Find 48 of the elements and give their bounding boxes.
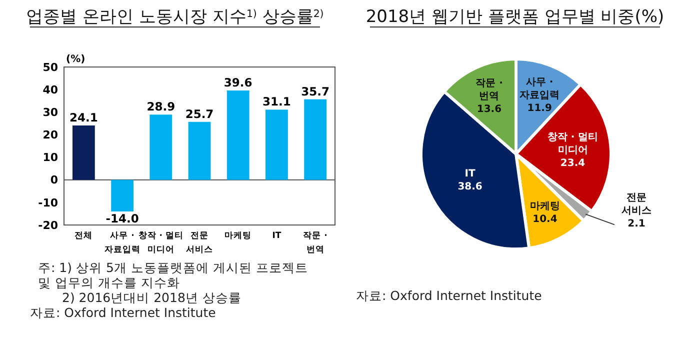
data-label: -14.0: [106, 211, 139, 226]
x-tick-label: IT: [272, 231, 282, 241]
chart-title: 업종별 온라인 노동시장 지수$^{1)}$ 상승률$^{2)}$: [26, 7, 324, 27]
slice-label: 작문 · 번역: [476, 78, 503, 102]
data-label: 13.6: [476, 104, 502, 116]
x-tick-label: 전문 서비스: [186, 231, 213, 255]
text: 2) 2016년대비 2018년 상승률: [62, 290, 242, 305]
data-label: 10.4: [532, 214, 558, 226]
x-tick-label: 창작 · 멀티 미디어: [138, 231, 184, 255]
slice-label: 사무 · 자료입력: [520, 76, 560, 101]
bar: [188, 122, 211, 180]
y-tick-label: 0: [50, 174, 58, 187]
y-tick-label: -10: [38, 196, 58, 210]
data-label: 25.7: [185, 106, 214, 121]
data-label: 38.6: [458, 181, 482, 192]
data-label: 28.9: [146, 100, 176, 114]
y-axis-title: (%): [66, 54, 86, 65]
y-tick-label: 20: [42, 128, 58, 142]
y-tick-label: 10: [42, 151, 58, 164]
y-tick-label: 40: [42, 83, 58, 96]
data-label: 2.1: [628, 218, 646, 230]
y-tick-label: 50: [42, 60, 58, 74]
slice-label: 창작 · 멀티 미디어: [547, 132, 598, 156]
y-tick-label: -20: [38, 218, 58, 232]
slice-label: IT: [464, 168, 476, 180]
data-label: 24.1: [70, 110, 98, 124]
x-tick-label: 작문 · 번역: [303, 231, 328, 255]
bar: [304, 99, 327, 180]
bar: [150, 114, 172, 180]
data-label: 35.7: [301, 84, 330, 98]
bar: [226, 90, 250, 180]
x-tick-label: 마케팅: [224, 231, 252, 241]
data-label: 11.9: [527, 102, 552, 114]
slice-label: 전문 서비스: [621, 192, 652, 217]
x-tick-label: 전체: [74, 231, 93, 241]
text: 주: 1) 상위 5개 노동플랫폼에 게시된 프로젝트 및 업무의 개수를 지수화: [38, 260, 308, 290]
slice-label: 마케팅: [530, 201, 560, 212]
x-tick-label: 사무 · 자료입력: [104, 231, 140, 255]
text: 자료: Oxford Internet Institute: [356, 288, 542, 303]
bar: [72, 125, 95, 180]
chart-title: 2018년 웹기반 플랫폼 업무별 비중(%): [366, 7, 664, 27]
bar: [111, 180, 134, 212]
data-label: 31.1: [262, 94, 291, 109]
text: 자료: Oxford Internet Institute: [30, 305, 216, 320]
data-label: 23.4: [560, 158, 586, 169]
y-tick-label: 30: [42, 106, 58, 119]
bar: [266, 110, 288, 180]
data-label: 39.6: [224, 75, 252, 90]
